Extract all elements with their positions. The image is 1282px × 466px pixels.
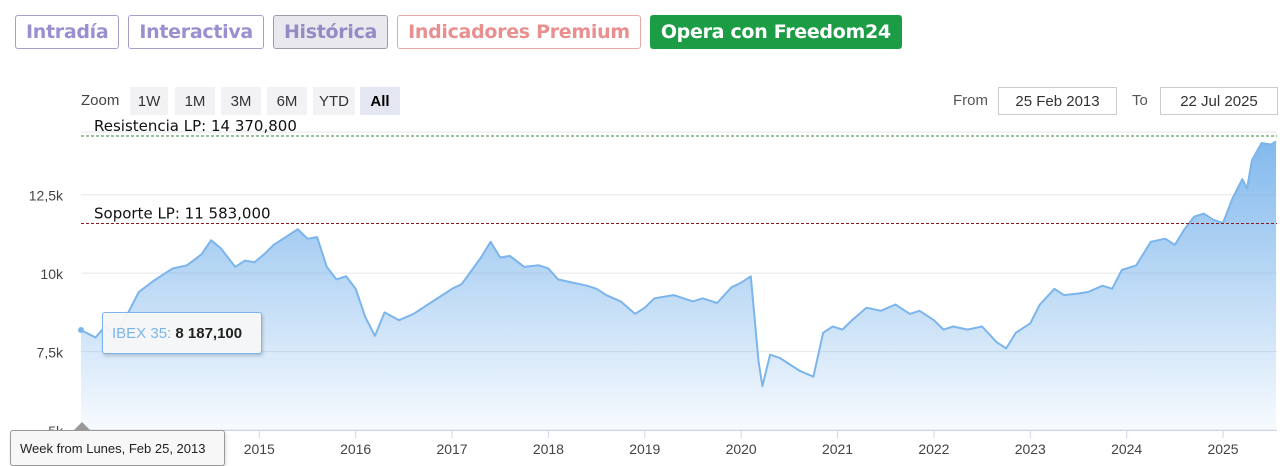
range-to-input[interactable]: 22 Jul 2025 — [1160, 87, 1278, 115]
x-tick-label: 2024 — [1111, 441, 1142, 457]
range-from-input[interactable]: 25 Feb 2013 — [998, 87, 1117, 115]
tab-indicadores-premium[interactable]: Indicadores Premium — [397, 15, 641, 49]
zoom-all-button[interactable]: All — [360, 87, 400, 115]
resistance-label: Resistencia LP: 14 370,800 — [94, 117, 297, 135]
x-tick-label: 2023 — [1015, 441, 1046, 457]
x-tick-label: 2022 — [918, 441, 949, 457]
series-area — [81, 141, 1276, 430]
opera-freedom24-button[interactable]: Opera con Freedom24 — [649, 15, 902, 49]
zoom-label: Zoom — [81, 92, 120, 109]
zoom-6m-button[interactable]: 6M — [267, 87, 307, 115]
range-from-label: From — [953, 92, 988, 109]
tooltip-series-name: IBEX 35 — [112, 324, 168, 342]
y-tick-label: 12,5k — [29, 188, 64, 204]
range-to-label: To — [1132, 92, 1148, 109]
tab-interactiva[interactable]: Interactiva — [128, 15, 264, 49]
series-tooltip: IBEX 35: 8 187,100 — [102, 312, 262, 354]
x-axis-tooltip: Week from Lunes, Feb 25, 2013 — [10, 430, 225, 466]
zoom-1m-button[interactable]: 1M — [175, 87, 215, 115]
y-tick-label: 10k — [40, 266, 64, 282]
y-tick-label: 7,5k — [37, 345, 64, 361]
zoom-3m-button[interactable]: 3M — [221, 87, 261, 115]
x-tick-label: 2015 — [244, 441, 275, 457]
series-line — [80, 140, 1277, 388]
x-tick-label: 2025 — [1207, 441, 1238, 457]
x-tick-label: 2020 — [726, 441, 757, 457]
x-tick-label: 2016 — [340, 441, 371, 457]
zoom-ytd-button[interactable]: YTD — [313, 87, 355, 115]
x-tooltip-pointer — [74, 422, 90, 430]
tooltip-series-value: 8 187,100 — [175, 324, 243, 342]
chart-type-tabs: Intradía Interactiva Histórica Indicador… — [15, 15, 902, 49]
x-tick-label: 2018 — [533, 441, 564, 457]
tab-historica[interactable]: Histórica — [272, 15, 389, 49]
hover-marker — [78, 327, 84, 334]
tab-intradia[interactable]: Intradía — [15, 15, 120, 49]
tooltip-separator: : — [167, 324, 176, 342]
x-tick-label: 2017 — [436, 441, 467, 457]
x-tick-label: 2019 — [629, 441, 660, 457]
support-label: Soporte LP: 11 583,000 — [94, 205, 271, 223]
x-tick-label: 2021 — [822, 441, 853, 457]
zoom-1w-button[interactable]: 1W — [130, 87, 168, 115]
